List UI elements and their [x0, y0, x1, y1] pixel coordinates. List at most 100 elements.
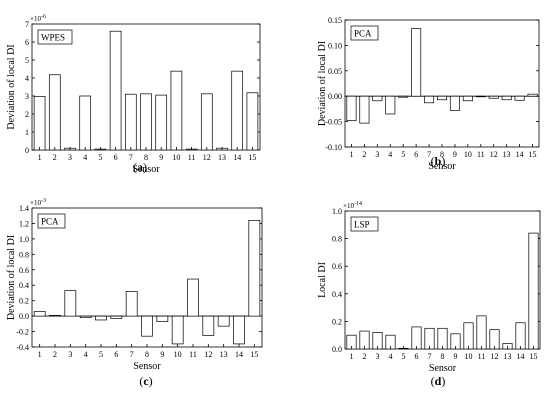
x-tick-label: 3 [375, 150, 379, 159]
x-tick-label: 15 [530, 352, 538, 361]
bar [411, 326, 422, 350]
x-tick-label: 11 [189, 350, 197, 359]
x-tick-label: 7 [130, 350, 134, 359]
x-tick-label: 5 [402, 352, 406, 361]
x-tick-label: 14 [235, 350, 243, 359]
bar [436, 95, 448, 101]
bar [109, 30, 122, 151]
method-tag-box [37, 213, 66, 229]
y-tick-label: -0.10 [325, 143, 342, 152]
x-tick-label: 12 [204, 350, 212, 359]
y-tick-label: -0.4 [16, 343, 29, 352]
bar [187, 278, 199, 317]
x-tick-label: 8 [440, 150, 444, 159]
bar [411, 28, 422, 97]
y-tick-label: 4 [25, 74, 29, 83]
x-tick-label: 8 [144, 153, 148, 162]
y-multiplier: ×10-3 [30, 198, 46, 207]
method-tag: PCA [354, 29, 372, 39]
chart-panel-b: -0.10-0.050.000.050.100.151 2 3 4 5 6 7 8 9 10 11 1… [317, 16, 540, 172]
bar [385, 95, 396, 115]
bar [202, 315, 215, 336]
x-tick-label: 8 [145, 350, 149, 359]
x-tick-label: 10 [465, 352, 473, 361]
panel-caption: (c) [139, 374, 152, 388]
y-multiplier: ×10-6 [30, 14, 46, 23]
bar [475, 95, 486, 98]
x-tick-label: 12 [203, 153, 211, 162]
y-tick-label: 0.0 [332, 345, 342, 354]
bar [155, 94, 168, 151]
y-tick-label: 0 [25, 146, 29, 155]
y-tick-label: 0.8 [332, 235, 342, 244]
bar [463, 322, 474, 350]
bar [33, 311, 46, 317]
x-tick-label: 13 [218, 153, 226, 162]
bar [217, 315, 230, 327]
bar [462, 95, 473, 102]
y-tick-label: 0.2 [19, 297, 29, 306]
x-tick-label: 6 [114, 153, 118, 162]
panel-caption: (d) [431, 374, 446, 388]
y-tick-label: 0.4 [332, 290, 342, 299]
y-multiplier: ×10-14 [343, 201, 362, 210]
y-tick-label: 2 [25, 110, 29, 119]
bar [140, 93, 152, 151]
bar [233, 315, 245, 345]
x-tick-label: 5 [401, 150, 405, 159]
panel-caption: (a) [133, 160, 147, 174]
y-tick-label: 1.2 [19, 219, 29, 228]
y-axis-label: Deviation of local DI [6, 44, 17, 129]
y-tick-label: 1 [25, 128, 29, 137]
bar [248, 220, 261, 317]
y-tick-label: -0.2 [16, 328, 29, 337]
x-tick-label: 14 [517, 352, 525, 361]
x-tick-label: 1 [38, 153, 42, 162]
x-tick-label: 4 [388, 150, 392, 159]
x-axis-label: Sensor [428, 161, 456, 172]
x-tick-label: 6 [415, 352, 419, 361]
bar [110, 315, 123, 319]
bar [170, 70, 183, 151]
x-tick-label: 9 [454, 352, 458, 361]
x-tick-label: 3 [68, 350, 72, 359]
bar [528, 232, 539, 350]
y-tick-label: 7 [25, 20, 29, 29]
bar [64, 290, 77, 317]
bar [79, 315, 92, 319]
bar [424, 327, 435, 350]
bar [372, 95, 383, 102]
bar [437, 327, 448, 350]
x-tick-label: 5 [99, 350, 103, 359]
y-tick-label: 1.0 [332, 207, 342, 216]
method-tag: WPES [41, 33, 65, 43]
y-tick-label: 0.05 [328, 67, 342, 76]
bar [514, 95, 525, 101]
x-tick-label: 6 [114, 350, 118, 359]
x-tick-label: 3 [68, 153, 72, 162]
x-tick-label: 7 [428, 352, 432, 361]
bar [488, 95, 499, 99]
x-tick-label: 9 [453, 150, 457, 159]
x-tick-label: 6 [414, 150, 418, 159]
x-tick-label: 14 [233, 153, 241, 162]
x-tick-label: 2 [53, 153, 57, 162]
x-tick-label: 10 [464, 150, 472, 159]
bar [515, 322, 526, 350]
x-tick-label: 15 [529, 150, 537, 159]
bar [346, 95, 357, 121]
x-tick-label: 9 [160, 350, 164, 359]
bar [398, 95, 409, 98]
y-tick-label: 1.4 [19, 204, 29, 213]
y-axis-label: Deviation of local DI [317, 41, 328, 126]
bar [527, 93, 538, 97]
bar [156, 315, 169, 322]
y-tick-label: 0.4 [19, 281, 29, 290]
y-tick-label: 0.00 [328, 92, 342, 101]
x-axis-label: Sensor [429, 363, 457, 374]
x-tick-label: 12 [490, 150, 498, 159]
bar [125, 291, 138, 317]
y-tick-label: -0.05 [325, 118, 342, 127]
bar [424, 95, 435, 104]
x-tick-label: 14 [516, 150, 524, 159]
